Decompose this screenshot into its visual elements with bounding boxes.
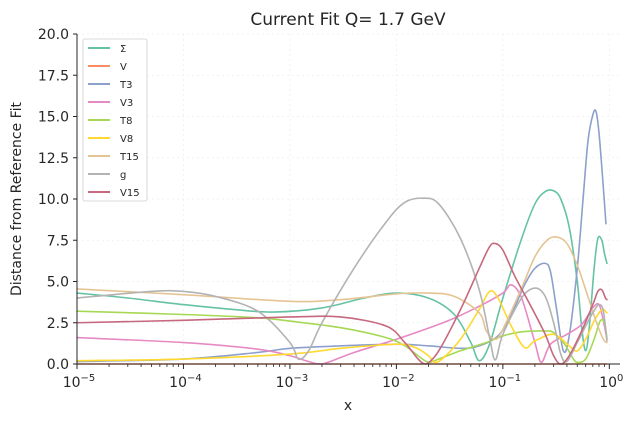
legend-box	[82, 38, 148, 202]
legend-label: T8	[119, 116, 132, 127]
x-tick-label: 10−2	[382, 373, 415, 391]
y-tick-label: 0.0	[47, 357, 69, 373]
y-tick-label: 20.0	[38, 27, 69, 43]
y-axis-label: Distance from Reference Fit	[9, 101, 25, 296]
y-tick-label: 12.5	[38, 151, 69, 167]
series-line-V3	[76, 283, 608, 365]
chart-title: Current Fit Q= 1.7 GeV	[250, 10, 446, 30]
x-axis-label: x	[344, 398, 352, 414]
legend-label: T15	[119, 152, 139, 163]
legend-label: V3	[120, 98, 133, 109]
x-tick-label: 10−1	[489, 373, 522, 391]
y-tick-label: 10.0	[38, 192, 69, 208]
plot-lines	[76, 109, 608, 365]
x-ticks: 10−5 10−4 10−3 10−2 10−1 100	[63, 364, 623, 391]
legend-label: V8	[120, 134, 133, 145]
y-ticks: 0.0 2.5 5.0 7.5 10.0 12.5 15.0 17.5 20.0	[38, 27, 77, 373]
series-line-V15	[76, 242, 608, 365]
x-tick-label: 100	[599, 373, 623, 391]
series-line-T8	[76, 310, 608, 364]
x-tick-label: 10−3	[276, 373, 309, 391]
legend: ΣV T3 V3 T8 V8 T15 g V15	[82, 38, 148, 202]
y-tick-label: 7.5	[47, 233, 69, 249]
y-tick-label: 15.0	[38, 110, 69, 126]
x-tick-label: 10−5	[63, 373, 96, 391]
x-tick-label: 10−4	[169, 373, 202, 391]
grid	[76, 33, 620, 365]
y-tick-label: 5.0	[47, 275, 69, 291]
legend-label: V	[120, 62, 127, 73]
legend-label: T3	[119, 80, 132, 91]
legend-label: Σ	[120, 44, 126, 55]
series-line-V8	[76, 290, 608, 364]
legend-label: V15	[120, 188, 140, 199]
series-line-g	[76, 197, 608, 363]
y-tick-label: 2.5	[47, 316, 69, 332]
y-tick-label: 17.5	[38, 68, 69, 84]
legend-label: g	[120, 170, 126, 181]
series-line-T15	[76, 235, 608, 344]
series-line-T3	[76, 109, 607, 363]
